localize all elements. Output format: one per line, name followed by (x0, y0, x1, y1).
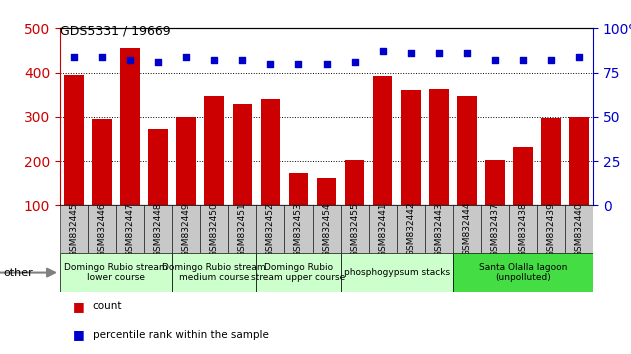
Text: GSM832441: GSM832441 (378, 202, 387, 257)
Bar (204, 96, 224, 250)
Bar (228, 205, 256, 253)
Bar (341, 253, 453, 292)
Text: GSM832455: GSM832455 (350, 202, 359, 257)
Text: Domingo Rubio
stream upper course: Domingo Rubio stream upper course (251, 263, 346, 282)
Bar (233, 104, 252, 250)
Bar (453, 205, 481, 253)
Bar (148, 129, 168, 250)
Point (462, 50, 472, 56)
Point (546, 57, 556, 63)
Text: GSM832451: GSM832451 (238, 202, 247, 257)
Bar (116, 205, 144, 253)
Bar (256, 253, 341, 292)
Bar (200, 205, 228, 253)
Point (377, 48, 387, 54)
Bar (261, 99, 280, 250)
Bar (369, 205, 397, 253)
Point (266, 61, 276, 67)
Bar (537, 205, 565, 253)
Point (350, 59, 360, 65)
Bar (60, 253, 172, 292)
Point (406, 50, 416, 56)
Text: GSM832448: GSM832448 (154, 202, 163, 257)
Bar (92, 119, 112, 250)
Point (490, 57, 500, 63)
Point (153, 59, 163, 65)
Bar (341, 205, 369, 253)
Bar (453, 253, 593, 292)
Bar (569, 117, 589, 250)
Point (125, 57, 135, 63)
Text: GDS5331 / 19669: GDS5331 / 19669 (60, 25, 170, 38)
Bar (565, 205, 593, 253)
Bar (256, 205, 285, 253)
Point (69, 54, 79, 59)
Bar (312, 205, 341, 253)
Bar (457, 96, 476, 250)
Bar (481, 205, 509, 253)
Text: Santa Olalla lagoon
(unpolluted): Santa Olalla lagoon (unpolluted) (479, 263, 567, 282)
Bar (172, 253, 256, 292)
Bar (64, 75, 84, 250)
Text: phosphogypsum stacks: phosphogypsum stacks (344, 268, 450, 277)
Text: GSM832446: GSM832446 (98, 202, 107, 257)
Point (574, 54, 584, 59)
Bar (373, 76, 392, 250)
Point (433, 50, 444, 56)
Text: GSM832450: GSM832450 (209, 202, 219, 257)
Point (181, 54, 191, 59)
Bar (177, 117, 196, 250)
Text: GSM832444: GSM832444 (463, 202, 471, 256)
Point (237, 57, 247, 63)
Text: percentile rank within the sample: percentile rank within the sample (93, 330, 269, 339)
Text: Domingo Rubio stream
medium course: Domingo Rubio stream medium course (162, 263, 266, 282)
Bar (541, 118, 561, 250)
Point (97, 54, 107, 59)
Bar (172, 205, 200, 253)
Bar (401, 90, 420, 250)
Point (209, 57, 220, 63)
Text: Domingo Rubio stream
lower course: Domingo Rubio stream lower course (64, 263, 168, 282)
Text: GSM832440: GSM832440 (575, 202, 584, 257)
Bar (285, 205, 312, 253)
Point (321, 61, 332, 67)
Text: GSM832454: GSM832454 (322, 202, 331, 257)
Bar (513, 147, 533, 250)
Point (518, 57, 528, 63)
Text: ■: ■ (73, 328, 85, 341)
Text: GSM832438: GSM832438 (519, 202, 528, 257)
Bar (288, 173, 309, 250)
Bar (397, 205, 425, 253)
Point (293, 61, 304, 67)
Bar (425, 205, 453, 253)
Bar (121, 48, 140, 250)
Text: other: other (3, 268, 33, 278)
Text: GSM832452: GSM832452 (266, 202, 275, 257)
Text: GSM832439: GSM832439 (546, 202, 555, 257)
Bar (429, 89, 449, 250)
Text: GSM832445: GSM832445 (69, 202, 78, 257)
Text: ■: ■ (73, 300, 85, 313)
Text: count: count (93, 301, 122, 311)
Text: GSM832453: GSM832453 (294, 202, 303, 257)
Bar (345, 160, 365, 250)
Text: GSM832447: GSM832447 (126, 202, 134, 257)
Text: GSM832442: GSM832442 (406, 202, 415, 256)
Bar (317, 178, 336, 250)
Bar (485, 160, 505, 250)
Bar (60, 205, 88, 253)
Bar (509, 205, 537, 253)
Text: GSM832449: GSM832449 (182, 202, 191, 257)
Bar (88, 205, 116, 253)
Text: GSM832437: GSM832437 (490, 202, 499, 257)
Bar (144, 205, 172, 253)
Text: GSM832443: GSM832443 (434, 202, 444, 257)
